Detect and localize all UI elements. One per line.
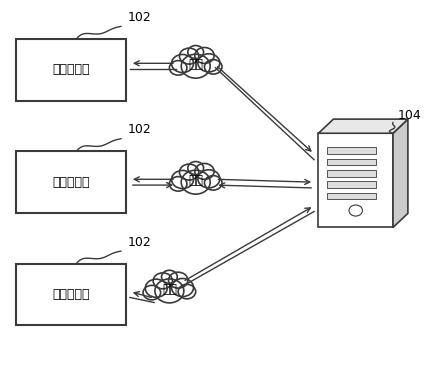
Circle shape <box>169 272 188 288</box>
FancyArrowPatch shape <box>134 61 173 66</box>
FancyArrowPatch shape <box>134 177 173 182</box>
Circle shape <box>171 54 194 72</box>
Circle shape <box>198 170 220 188</box>
Text: 输送机器人: 输送机器人 <box>52 176 90 189</box>
Circle shape <box>170 177 187 191</box>
Circle shape <box>170 61 187 75</box>
Circle shape <box>171 279 194 297</box>
Text: 102: 102 <box>128 236 151 248</box>
Circle shape <box>195 47 214 63</box>
Text: 网络: 网络 <box>188 174 203 187</box>
Polygon shape <box>393 119 408 227</box>
Text: 网络: 网络 <box>188 58 203 71</box>
Circle shape <box>171 170 194 188</box>
Circle shape <box>181 170 210 194</box>
FancyBboxPatch shape <box>327 181 376 188</box>
Circle shape <box>179 164 199 180</box>
Circle shape <box>205 60 222 74</box>
FancyArrowPatch shape <box>133 183 172 188</box>
Circle shape <box>188 46 204 59</box>
FancyBboxPatch shape <box>16 39 126 100</box>
Circle shape <box>143 285 161 300</box>
FancyBboxPatch shape <box>318 133 393 227</box>
Text: 网络: 网络 <box>162 283 177 296</box>
Text: 104: 104 <box>397 109 421 123</box>
FancyArrowPatch shape <box>134 292 151 297</box>
FancyBboxPatch shape <box>327 159 376 165</box>
FancyBboxPatch shape <box>327 170 376 177</box>
Polygon shape <box>318 119 408 133</box>
FancyArrowPatch shape <box>218 67 311 151</box>
Text: 输送机器人: 输送机器人 <box>52 63 90 76</box>
FancyArrowPatch shape <box>185 208 310 280</box>
Text: 输送机器人: 输送机器人 <box>52 288 90 301</box>
Circle shape <box>205 176 222 190</box>
Circle shape <box>179 48 199 64</box>
Circle shape <box>349 205 362 216</box>
FancyBboxPatch shape <box>327 192 376 199</box>
Circle shape <box>188 162 204 174</box>
Text: 102: 102 <box>128 11 151 24</box>
Circle shape <box>195 163 214 179</box>
Circle shape <box>181 54 210 78</box>
Circle shape <box>198 54 220 72</box>
FancyBboxPatch shape <box>16 151 126 213</box>
FancyBboxPatch shape <box>327 148 376 154</box>
Circle shape <box>155 279 184 303</box>
FancyArrowPatch shape <box>220 183 311 188</box>
Text: 102: 102 <box>128 123 151 136</box>
Circle shape <box>162 270 177 283</box>
Circle shape <box>153 273 172 289</box>
Circle shape <box>145 279 167 297</box>
FancyArrowPatch shape <box>218 179 310 184</box>
FancyBboxPatch shape <box>16 264 126 325</box>
Circle shape <box>178 284 196 299</box>
